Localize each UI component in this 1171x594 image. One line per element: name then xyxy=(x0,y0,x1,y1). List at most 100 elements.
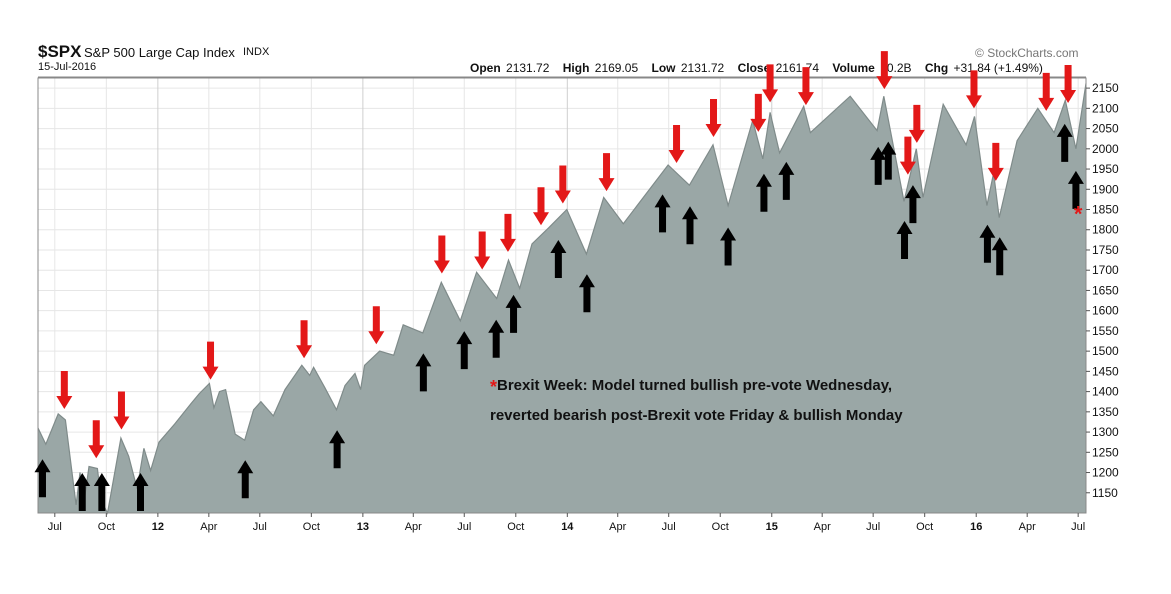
y-tick-label: 1350 xyxy=(1092,405,1119,419)
bearish-signal-arrow xyxy=(113,391,130,430)
chart-date: 15-Jul-2016 xyxy=(38,61,97,73)
price-area-fill xyxy=(38,83,1086,514)
bullish-signal-arrow xyxy=(880,141,897,180)
y-tick-label: 1150 xyxy=(1092,486,1118,500)
x-tick-label: Jul xyxy=(48,521,62,533)
x-tick-label: 15 xyxy=(766,521,778,533)
y-tick-label: 1800 xyxy=(1092,223,1119,237)
exchange-label: INDX xyxy=(243,46,270,58)
bearish-signal-arrow xyxy=(987,142,1004,181)
y-tick-label: 1950 xyxy=(1092,162,1119,176)
bullish-signal-arrow xyxy=(654,194,671,233)
y-tick-label: 1300 xyxy=(1092,425,1119,439)
bearish-signal-arrow xyxy=(88,420,105,459)
x-tick-label: 12 xyxy=(152,521,164,533)
x-tick-label: Jul xyxy=(457,521,471,533)
y-tick-label: 1750 xyxy=(1092,243,1119,257)
bearish-signal-arrow xyxy=(554,165,571,204)
index-name: S&P 500 Large Cap Index xyxy=(84,45,235,60)
x-tick-label: Oct xyxy=(916,521,933,533)
stat-volume: Volume 10.2B xyxy=(832,61,912,75)
bullish-signal-arrow xyxy=(132,473,149,511)
bullish-signal-arrow xyxy=(237,460,254,499)
bearish-signal-arrow xyxy=(965,70,982,109)
x-tick-label: Apr xyxy=(814,521,831,533)
annotation-line-1: *Brexit Week: Model turned bullish pre-v… xyxy=(490,377,892,398)
bullish-signal-arrow xyxy=(1067,170,1084,209)
bearish-signal-arrow xyxy=(532,187,549,226)
bearish-signal-arrow xyxy=(876,51,893,90)
bearish-signal-arrow xyxy=(908,104,925,143)
bullish-signal-arrow xyxy=(456,331,473,370)
annotation-text-1: Brexit Week: Model turned bullish pre-vo… xyxy=(497,377,893,394)
bearish-signal-arrow xyxy=(668,124,685,163)
bearish-signal-arrow xyxy=(1038,72,1055,111)
bullish-signal-arrow xyxy=(904,185,921,224)
y-axis: 1150 1200 1250 1300 1350 1400 1450 1500 1550 1600… xyxy=(1086,81,1119,500)
bearish-signal-arrow xyxy=(499,213,516,252)
bearish-signal-arrow xyxy=(899,136,916,175)
bearish-signal-arrow xyxy=(474,231,491,270)
x-tick-label: Apr xyxy=(405,521,422,533)
bearish-signal-arrow xyxy=(433,235,450,274)
bearish-signal-arrow xyxy=(202,341,219,380)
bullish-signal-arrow xyxy=(550,240,567,279)
x-tick-label: Jul xyxy=(253,521,267,533)
bullish-signal-arrow xyxy=(720,227,737,266)
y-tick-label: 1650 xyxy=(1092,283,1119,297)
bullish-signal-arrow xyxy=(896,221,913,260)
x-tick-label: Apr xyxy=(200,521,217,533)
x-tick-label: 16 xyxy=(970,521,982,533)
plot-border xyxy=(37,77,1087,514)
annotation-line-2: reverted bearish post-Brexit vote Friday… xyxy=(490,407,903,424)
plot-frame xyxy=(37,76,1087,514)
bearish-signal-arrow xyxy=(762,64,779,103)
y-tick-label: 1450 xyxy=(1092,364,1119,378)
y-tick-label: 2000 xyxy=(1092,142,1119,156)
y-tick-label: 1200 xyxy=(1092,466,1119,480)
bullish-signal-arrow xyxy=(681,206,698,245)
x-tick-label: 14 xyxy=(561,521,574,533)
bullish-signal-arrow xyxy=(415,353,432,392)
x-tick-label: 13 xyxy=(357,521,369,533)
ticker-symbol: $SPX xyxy=(38,42,82,61)
y-tick-label: 2150 xyxy=(1092,81,1119,95)
bearish-signal-arrow xyxy=(797,67,814,106)
bullish-signal-arrow xyxy=(991,237,1008,276)
bullish-signal-arrow xyxy=(488,319,505,358)
x-axis: Jul Oct 12 Apr Jul Oct 13 Apr Jul Oct 14 Apr Jul Oct 1… xyxy=(48,513,1085,533)
x-tick-label: Apr xyxy=(609,521,626,533)
bullish-signal-arrow xyxy=(755,173,772,212)
x-tick-label: Jul xyxy=(662,521,676,533)
bullish-signal-arrow xyxy=(979,224,996,263)
signal-arrows: * xyxy=(34,51,1084,511)
y-tick-label: 1250 xyxy=(1092,445,1119,459)
bearish-signal-arrow xyxy=(750,93,767,132)
annotation-marker: * xyxy=(490,377,498,397)
stat-open: Open 2131.72 xyxy=(470,61,550,75)
x-tick-label: Apr xyxy=(1019,521,1036,533)
bullish-signal-arrow xyxy=(1056,123,1073,162)
bullish-signal-arrow xyxy=(93,473,110,511)
bullish-signal-arrow xyxy=(34,459,51,498)
y-tick-label: 2100 xyxy=(1092,101,1119,115)
price-line xyxy=(37,83,1087,515)
y-tick-label: 1600 xyxy=(1092,304,1119,318)
price-area xyxy=(37,83,1087,515)
bearish-signal-arrow xyxy=(56,370,73,409)
y-tick-label: 1500 xyxy=(1092,344,1119,358)
bearish-signal-arrow xyxy=(1060,65,1077,104)
bearish-signal-arrow xyxy=(368,306,385,345)
x-tick-label: Jul xyxy=(866,521,880,533)
brand-text: StockCharts.com xyxy=(987,46,1079,60)
bullish-signal-arrow xyxy=(505,294,522,333)
stat-high: High 2169.05 xyxy=(562,61,639,75)
y-tick-label: 1850 xyxy=(1092,203,1119,217)
y-tick-label: 2050 xyxy=(1092,122,1119,136)
bullish-signal-arrow xyxy=(329,430,346,469)
bearish-signal-arrow xyxy=(598,153,615,192)
x-tick-label: Jul xyxy=(1071,521,1085,533)
x-tick-label: Oct xyxy=(712,521,729,533)
stat-low: Low 2131.72 xyxy=(651,61,725,75)
